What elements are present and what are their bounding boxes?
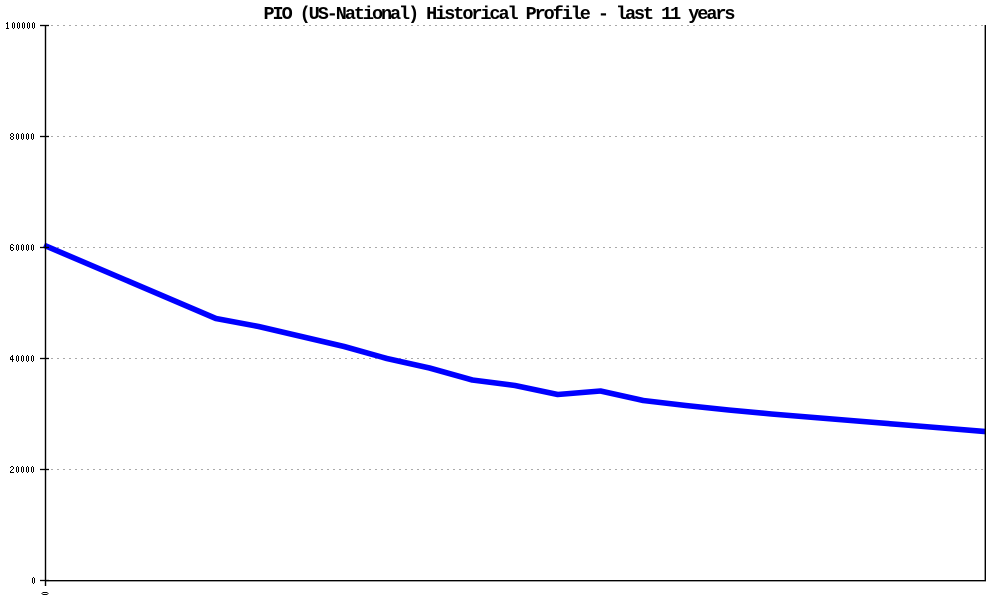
svg-text:PIO (US-National) Historical P: PIO (US-National) Historical Profile - l…: [264, 4, 736, 25]
